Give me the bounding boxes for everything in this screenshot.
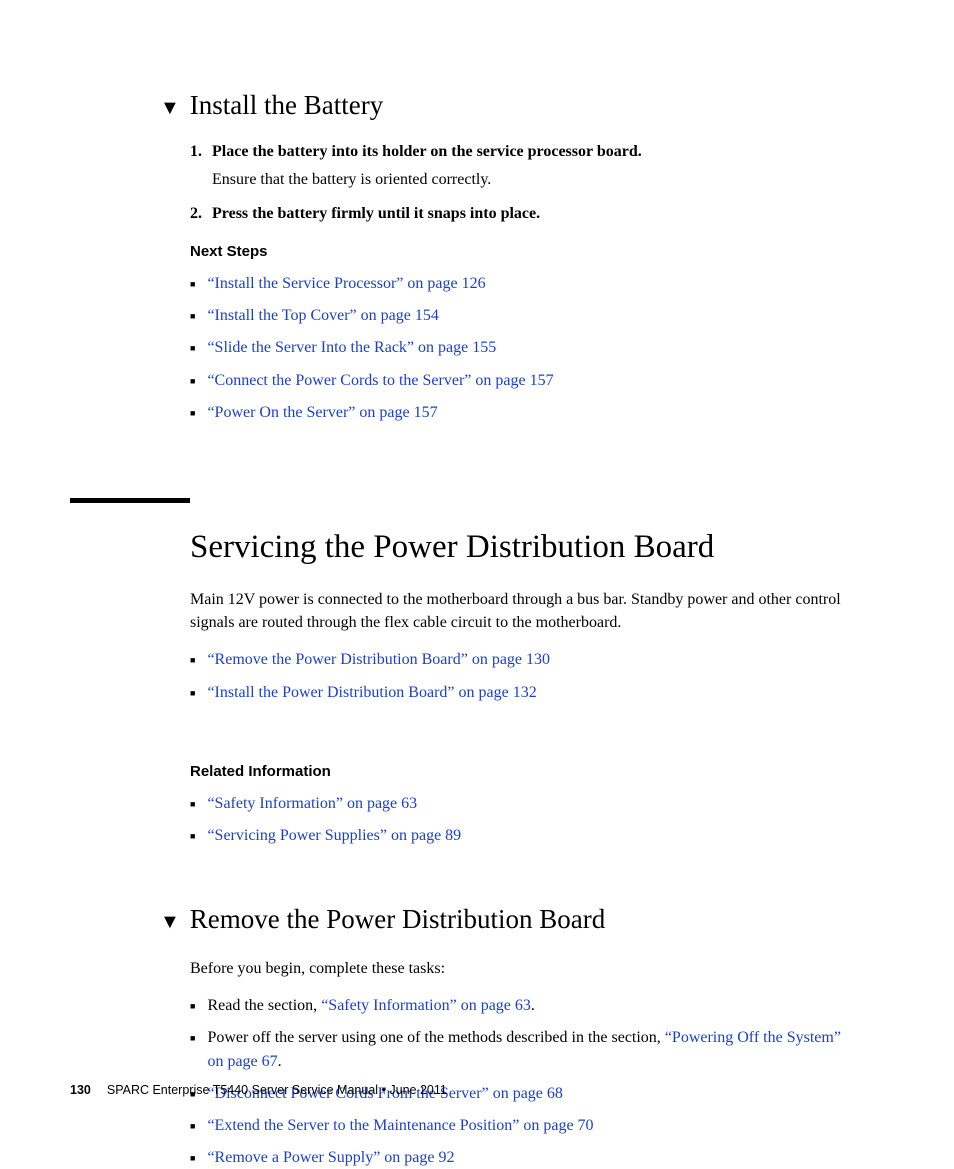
install-battery-heading: ▼ Install the Battery <box>160 90 844 121</box>
servicing-pdb-links: ■ “Remove the Power Distribution Board” o… <box>190 648 844 703</box>
square-bullet-icon: ■ <box>190 1000 195 1017</box>
step-number: 2. <box>190 205 212 223</box>
list-item: ■ “Safety Information” on page 63 <box>190 792 844 815</box>
square-bullet-icon: ■ <box>190 654 195 671</box>
xref-link[interactable]: “Remove a Power Supply” on page 92 <box>207 1146 454 1169</box>
square-bullet-icon: ■ <box>190 830 195 847</box>
remove-pdb-heading: ▼ Remove the Power Distribution Board <box>160 904 844 935</box>
task-pre: Power off the server using one of the me… <box>207 1029 664 1046</box>
related-info-label: Related Information <box>190 763 844 780</box>
list-item: ■ “Install the Service Processor” on page… <box>190 272 844 295</box>
divider-bar <box>70 498 190 503</box>
list-item: ■ “Connect the Power Cords to the Server”… <box>190 369 844 392</box>
xref-link[interactable]: “Install the Power Distribution Board” o… <box>207 681 536 704</box>
list-item: ■ Power off the server using one of the … <box>190 1026 844 1072</box>
xref-link[interactable]: “Connect the Power Cords to the Server” … <box>207 369 553 392</box>
xref-link[interactable]: “Safety Information” on page 63 <box>321 997 531 1014</box>
install-battery-steps-2: 2. Press the battery firmly until it sna… <box>190 205 844 223</box>
square-bullet-icon: ■ <box>190 1032 195 1072</box>
servicing-pdb-intro: Main 12V power is connected to the mothe… <box>190 588 844 634</box>
install-battery-steps: 1. Place the battery into its holder on … <box>190 143 844 161</box>
next-steps-label: Next Steps <box>190 243 844 260</box>
list-item: ■ “Install the Power Distribution Board” … <box>190 681 844 704</box>
xref-link[interactable]: “Safety Information” on page 63 <box>207 792 417 815</box>
square-bullet-icon: ■ <box>190 798 195 815</box>
task-post: . <box>531 997 535 1014</box>
list-item: ■ “Install the Top Cover” on page 154 <box>190 304 844 327</box>
square-bullet-icon: ■ <box>190 342 195 359</box>
task-pre: Read the section, <box>207 997 321 1014</box>
step-1: 1. Place the battery into its holder on … <box>190 143 844 161</box>
page-footer: 130 SPARC Enterprise T5440 Server Service… <box>70 1083 447 1097</box>
triangle-down-icon: ▼ <box>160 98 180 118</box>
xref-link[interactable]: “Install the Top Cover” on page 154 <box>207 304 438 327</box>
xref-link[interactable]: “Servicing Power Supplies” on page 89 <box>207 824 461 847</box>
square-bullet-icon: ■ <box>190 1120 195 1137</box>
square-bullet-icon: ■ <box>190 278 195 295</box>
xref-link[interactable]: “Remove the Power Distribution Board” on… <box>207 648 550 671</box>
square-bullet-icon: ■ <box>190 1152 195 1169</box>
step-title: Press the battery firmly until it snaps … <box>212 205 540 223</box>
related-info-list: ■ “Safety Information” on page 63 ■ “Servi… <box>190 792 844 847</box>
xref-link[interactable]: “Install the Service Processor” on page … <box>207 272 485 295</box>
step-2: 2. Press the battery firmly until it sna… <box>190 205 844 223</box>
square-bullet-icon: ■ <box>190 687 195 704</box>
task-post: . <box>278 1053 282 1070</box>
remove-pdb-title: Remove the Power Distribution Board <box>190 904 605 935</box>
list-item: ■ “Remove a Power Supply” on page 92 <box>190 1146 844 1169</box>
doc-title: SPARC Enterprise T5440 Server Service Ma… <box>107 1083 447 1097</box>
xref-link[interactable]: “Extend the Server to the Maintenance Po… <box>207 1114 593 1137</box>
page-number: 130 <box>70 1083 91 1097</box>
list-item: ■ “Extend the Server to the Maintenance … <box>190 1114 844 1137</box>
triangle-down-icon: ▼ <box>160 912 180 932</box>
xref-link[interactable]: “Slide the Server Into the Rack” on page… <box>207 336 496 359</box>
servicing-pdb-title: Servicing the Power Distribution Board <box>190 529 844 566</box>
list-item: ■ Read the section, “Safety Information”… <box>190 994 844 1017</box>
next-steps-list: ■ “Install the Service Processor” on page… <box>190 272 844 424</box>
list-item: ■ “Power On the Server” on page 157 <box>190 401 844 424</box>
remove-pdb-intro: Before you begin, complete these tasks: <box>190 957 844 980</box>
task-text: Power off the server using one of the me… <box>207 1026 844 1072</box>
step-title: Place the battery into its holder on the… <box>212 143 642 161</box>
remove-pdb-tasks: ■ Read the section, “Safety Information”… <box>190 994 844 1169</box>
list-item: ■ “Remove the Power Distribution Board” o… <box>190 648 844 671</box>
square-bullet-icon: ■ <box>190 310 195 327</box>
install-battery-title: Install the Battery <box>190 90 383 121</box>
square-bullet-icon: ■ <box>190 407 195 424</box>
list-item: ■ “Servicing Power Supplies” on page 89 <box>190 824 844 847</box>
task-text: Read the section, “Safety Information” o… <box>207 994 534 1017</box>
list-item: ■ “Slide the Server Into the Rack” on pag… <box>190 336 844 359</box>
step-1-sub: Ensure that the battery is oriented corr… <box>212 171 844 189</box>
step-number: 1. <box>190 143 212 161</box>
square-bullet-icon: ■ <box>190 375 195 392</box>
section-divider <box>70 486 844 503</box>
page-content: ▼ Install the Battery 1. Place the batte… <box>0 0 954 1169</box>
xref-link[interactable]: “Power On the Server” on page 157 <box>207 401 437 424</box>
